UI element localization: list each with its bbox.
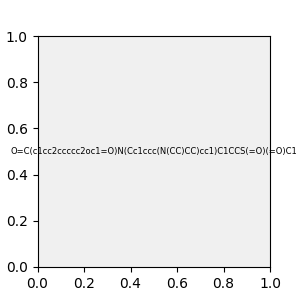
Text: O=C(c1cc2ccccc2oc1=O)N(Cc1ccc(N(CC)CC)cc1)C1CCS(=O)(=O)C1: O=C(c1cc2ccccc2oc1=O)N(Cc1ccc(N(CC)CC)cc…	[11, 147, 297, 156]
